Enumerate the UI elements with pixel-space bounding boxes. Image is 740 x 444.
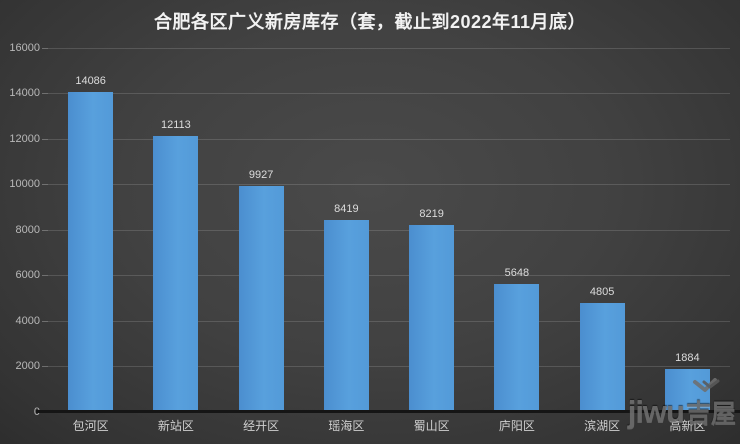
- x-axis-baseline: [36, 410, 740, 413]
- bar-value-label-滨湖区: 4805: [589, 285, 615, 298]
- y-tick-label-4000: 4000: [15, 314, 40, 327]
- x-category-label-滨湖区: 滨湖区: [584, 419, 621, 433]
- x-category-label-新站区: 新站区: [157, 419, 194, 433]
- x-category-label-高新区: 高新区: [669, 419, 706, 433]
- bar-滨湖区: [579, 302, 625, 412]
- bar-value-label-庐阳区: 5648: [504, 266, 530, 279]
- y-tick-label-14000: 14000: [9, 87, 40, 99]
- gridline-14000: [48, 93, 730, 94]
- y-tick-label-12000: 12000: [9, 132, 40, 145]
- y-tick-mark-6000: [42, 275, 48, 276]
- bar-value-label-高新区: 1884: [675, 352, 700, 365]
- y-tick-mark-14000: [42, 93, 48, 94]
- bar-value-label-蜀山区: 8219: [419, 208, 444, 221]
- x-category-label-经开区: 经开区: [243, 419, 280, 433]
- y-tick-mark-10000: [42, 184, 48, 185]
- gridline-2000: [48, 366, 730, 367]
- y-tick-mark-12000: [42, 138, 48, 140]
- y-tick-mark-16000: [42, 47, 48, 49]
- y-tick-mark-2000: [42, 366, 48, 367]
- chart-title: 合肥各区广义新房库存（套，截止到2022年11月底）: [153, 12, 587, 32]
- bar-value-label-经开区: 9927: [248, 169, 274, 182]
- bar-高新区: [664, 369, 710, 412]
- y-tick-label-2000: 2000: [15, 360, 40, 372]
- bar-蜀山区: [409, 225, 455, 412]
- y-tick-label-8000: 8000: [15, 223, 40, 236]
- gridline-8000: [48, 229, 730, 231]
- y-tick-label-0: 0: [4, 406, 40, 418]
- gridline-16000: [48, 47, 730, 49]
- gridline-12000: [48, 138, 730, 140]
- y-tick-label-10000: 10000: [9, 178, 40, 190]
- bar-包河区: [68, 91, 114, 412]
- x-category-label-包河区: 包河区: [72, 419, 109, 433]
- bar-经开区: [238, 186, 284, 412]
- gridline-6000: [48, 275, 730, 276]
- bar-value-label-新站区: 12113: [160, 119, 191, 132]
- x-category-label-蜀山区: 蜀山区: [413, 419, 450, 433]
- x-category-label-庐阳区: 庐阳区: [498, 419, 535, 433]
- gridline-4000: [48, 320, 730, 322]
- bar-value-label-包河区: 14086: [75, 74, 106, 87]
- gridline-10000: [48, 184, 730, 185]
- x-category-label-瑶海区: 瑶海区: [328, 419, 365, 433]
- y-tick-label-6000: 6000: [15, 269, 40, 281]
- bar-庐阳区: [494, 283, 540, 412]
- bar-瑶海区: [323, 220, 369, 412]
- y-tick-mark-8000: [42, 229, 48, 231]
- bar-value-label-瑶海区: 8419: [334, 203, 359, 216]
- y-tick-label-16000: 16000: [9, 41, 40, 54]
- bar-新站区: [153, 136, 199, 412]
- y-tick-mark-4000: [42, 320, 48, 322]
